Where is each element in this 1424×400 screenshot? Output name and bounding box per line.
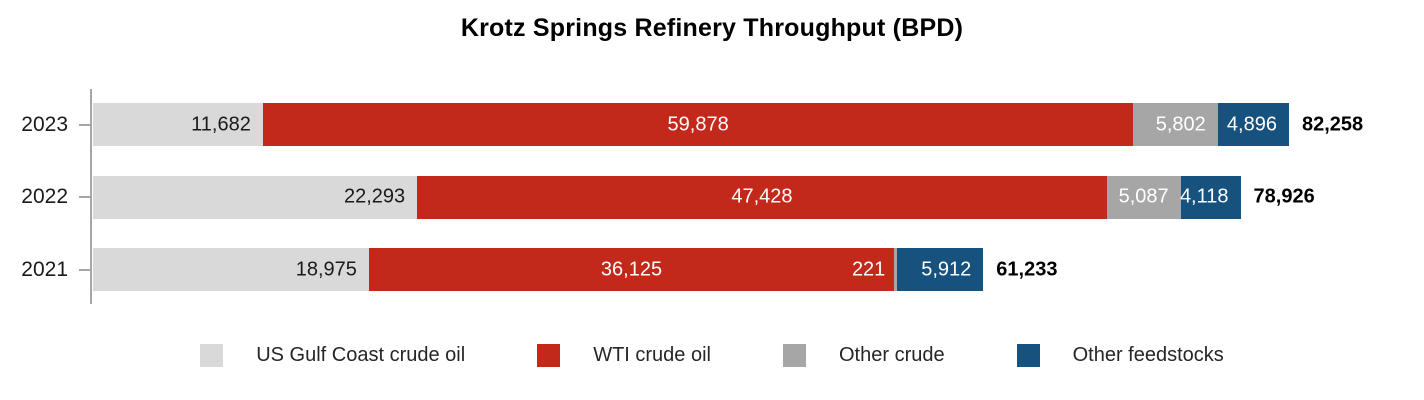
legend-swatch (783, 344, 806, 367)
total-value-label: 82,258 (1302, 113, 1364, 135)
legend-swatch (537, 344, 561, 367)
segment-value-label: 36,125 (600, 258, 663, 280)
axis-tick (79, 268, 91, 271)
bar-segment: 5,087 (1106, 175, 1181, 219)
segment-value-label: 5,087 (1118, 185, 1169, 208)
y-axis-label: 2023 (21, 112, 68, 136)
legend-item: Other crude (783, 344, 945, 367)
axis-tick (79, 123, 91, 126)
legend: US Gulf Coast crude oil WTI crude oil Othe… (0, 344, 1424, 367)
axis-tick (79, 196, 91, 198)
bar-segment: 4,118 (1179, 175, 1241, 219)
bar-segment: 221 (852, 248, 898, 291)
bar-segment: 5,912 (897, 248, 984, 291)
legend-label: Other crude (839, 344, 945, 366)
bar-segment: 4,896 (1217, 103, 1289, 146)
bar-segment: 22,293 (93, 175, 418, 219)
segment-value-label: 4,896 (1226, 113, 1277, 135)
bar-segment: 5,802 (1133, 103, 1218, 146)
segment-value-label: 221 (851, 258, 886, 280)
segment-value-label: 4,118 (1179, 185, 1229, 208)
bar-segment: 59,878 (262, 103, 1134, 146)
bar-row: 18,975 36,125 221 5,912 (93, 248, 984, 291)
y-axis-label: 2021 (21, 257, 68, 281)
legend-item: Other feedstocks (1016, 344, 1224, 367)
legend-label: US Gulf Coast crude oil (256, 344, 466, 366)
y-axis-line (90, 89, 92, 304)
total-value-label: 78,926 (1253, 185, 1315, 208)
legend-label: Other feedstocks (1072, 344, 1224, 366)
legend-item: WTI crude oil (537, 344, 711, 367)
bar-segment: 18,975 (93, 248, 369, 291)
segment-value-label: 11,682 (191, 113, 251, 135)
bar-row: 22,293 47,428 5,087 4,118 (93, 175, 1241, 219)
bar-segment: 47,428 (417, 175, 1107, 219)
segment-value-label: 5,912 (921, 258, 972, 280)
segment-value-label: 5,802 (1155, 113, 1206, 135)
segment-value-label: 22,293 (343, 185, 406, 208)
legend-swatch (1016, 344, 1040, 367)
segment-value-label: 59,878 (667, 113, 729, 135)
legend-swatch (200, 344, 224, 367)
bar-row: 11,682 59,878 5,802 4,896 (93, 103, 1289, 146)
segment-value-label: 18,975 (295, 258, 357, 280)
legend-item: US Gulf Coast crude oil (200, 344, 465, 367)
segment-value-label: 47,428 (731, 185, 793, 208)
legend-label: WTI crude oil (593, 344, 711, 366)
bar-segment: 36,125 (368, 248, 895, 291)
y-axis-label: 2022 (21, 185, 68, 208)
bar-segment: 11,682 (93, 103, 263, 146)
chart-title: Krotz Springs Refinery Throughput (BPD) (460, 14, 964, 42)
total-value-label: 61,233 (996, 258, 1058, 280)
